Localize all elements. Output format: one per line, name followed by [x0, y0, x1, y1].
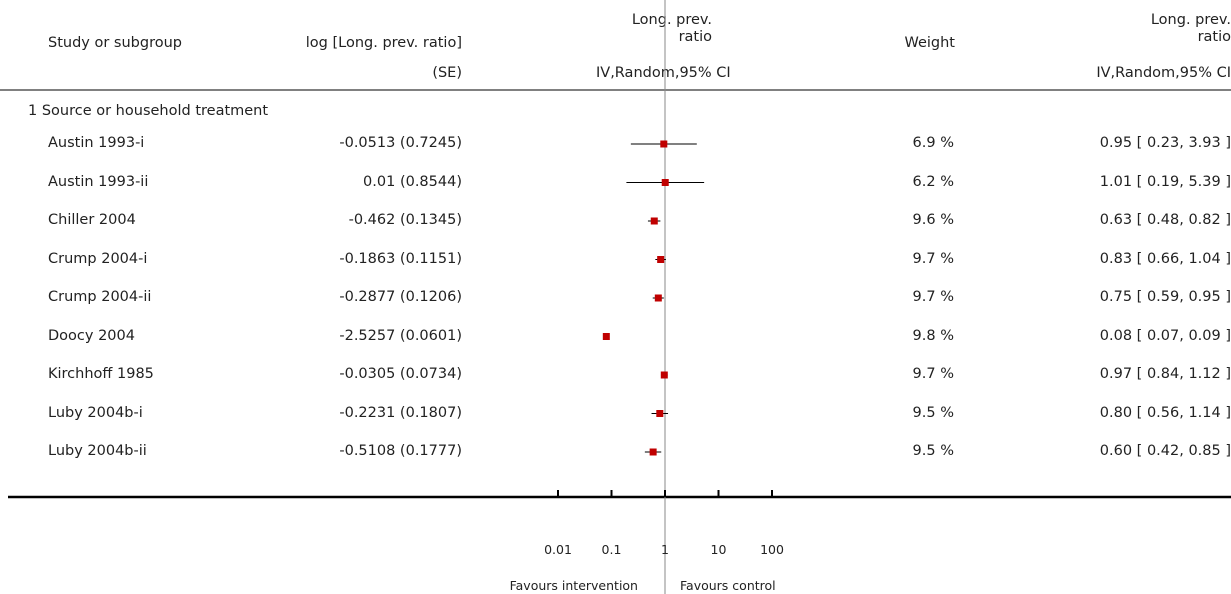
study-weight: 9.7 % [912, 366, 954, 382]
study-name: Luby 2004b-ii [48, 443, 147, 459]
study-effect-se: -0.2231 (0.1807) [339, 404, 462, 421]
study-name: Luby 2004b-i [48, 404, 143, 421]
study-column-header: Study or subgroup [48, 35, 182, 51]
study-point-estimate [602, 333, 610, 340]
study-weight: 6.9 % [912, 135, 954, 151]
study-name: Doocy 2004 [48, 327, 135, 344]
favours-control-label: Favours control [680, 578, 776, 593]
study-weight: 6.2 % [912, 173, 954, 190]
ci-column-header-method: IV,Random,95% CI [1096, 65, 1231, 81]
study-weight: 9.8 % [912, 327, 954, 344]
study-point-estimate [660, 140, 668, 148]
x-axis-tick-label: 10 [710, 542, 727, 557]
study-name: Chiller 2004 [48, 212, 136, 228]
study-effect-se: 0.01 (0.8544) [363, 173, 462, 190]
study-point-estimate [656, 410, 664, 417]
study-name: Kirchhoff 1985 [48, 366, 154, 382]
study-name: Crump 2004-i [48, 250, 148, 267]
study-ci-text: 0.80 [ 0.56, 1.14 ] [1099, 404, 1231, 421]
study-effect-se: -0.1863 (0.1151) [339, 250, 462, 267]
study-ci-text: 0.60 [ 0.42, 0.85 ] [1099, 443, 1231, 459]
study-point-estimate [650, 217, 658, 225]
plot-column-header-line2: ratio [678, 29, 712, 45]
study-point-estimate [649, 448, 657, 456]
favours-intervention-label: Favours intervention [509, 578, 638, 593]
study-ci-text: 0.97 [ 0.84, 1.12 ] [1099, 366, 1231, 382]
plot-column-header-line1: Long. prev. [631, 12, 712, 28]
study-weight: 9.5 % [912, 443, 954, 459]
study-name: Austin 1993-ii [48, 173, 149, 190]
study-weight: 9.7 % [912, 289, 954, 305]
study-effect-se: -0.0513 (0.7245) [339, 135, 462, 151]
effect-column-header-se: (SE) [432, 65, 462, 81]
x-axis-tick-label: 0.01 [544, 542, 572, 557]
study-point-estimate [654, 294, 662, 302]
x-axis-tick-label: 0.1 [601, 542, 622, 557]
study-name: Crump 2004-ii [48, 289, 152, 305]
study-effect-se: -0.462 (0.1345) [348, 212, 462, 228]
plot-column-header-method: IV,Random,95% CI [596, 65, 731, 81]
study-point-estimate [657, 256, 665, 263]
study-ci-text: 0.08 [ 0.07, 0.09 ] [1099, 327, 1231, 344]
study-ci-text: 0.95 [ 0.23, 3.93 ] [1099, 135, 1231, 151]
study-point-estimate [660, 371, 668, 379]
study-name: Austin 1993-i [48, 135, 145, 151]
x-axis-tick-label: 1 [661, 542, 669, 557]
effect-column-header: log [Long. prev. ratio] [305, 35, 462, 51]
study-ci-text: 0.75 [ 0.59, 0.95 ] [1099, 289, 1231, 305]
study-point-estimate [661, 179, 669, 186]
weight-column-header: Weight [904, 35, 955, 51]
subgroup-heading: 1 Source or household treatment [28, 103, 269, 119]
study-ci-text: 0.63 [ 0.48, 0.82 ] [1099, 212, 1231, 228]
study-effect-se: -0.0305 (0.0734) [339, 366, 462, 382]
x-axis-tick-label: 100 [760, 542, 784, 557]
ci-column-header-line2: ratio [1197, 29, 1231, 45]
study-ci-text: 1.01 [ 0.19, 5.39 ] [1099, 173, 1231, 190]
study-effect-se: -0.5108 (0.1777) [339, 443, 462, 459]
study-ci-text: 0.83 [ 0.66, 1.04 ] [1099, 250, 1231, 267]
study-weight: 9.6 % [912, 212, 954, 228]
study-weight: 9.5 % [912, 404, 954, 421]
ci-column-header-line1: Long. prev. [1150, 12, 1231, 28]
study-effect-se: -0.2877 (0.1206) [339, 289, 462, 305]
study-effect-se: -2.5257 (0.0601) [339, 327, 462, 344]
study-weight: 9.7 % [912, 250, 954, 267]
